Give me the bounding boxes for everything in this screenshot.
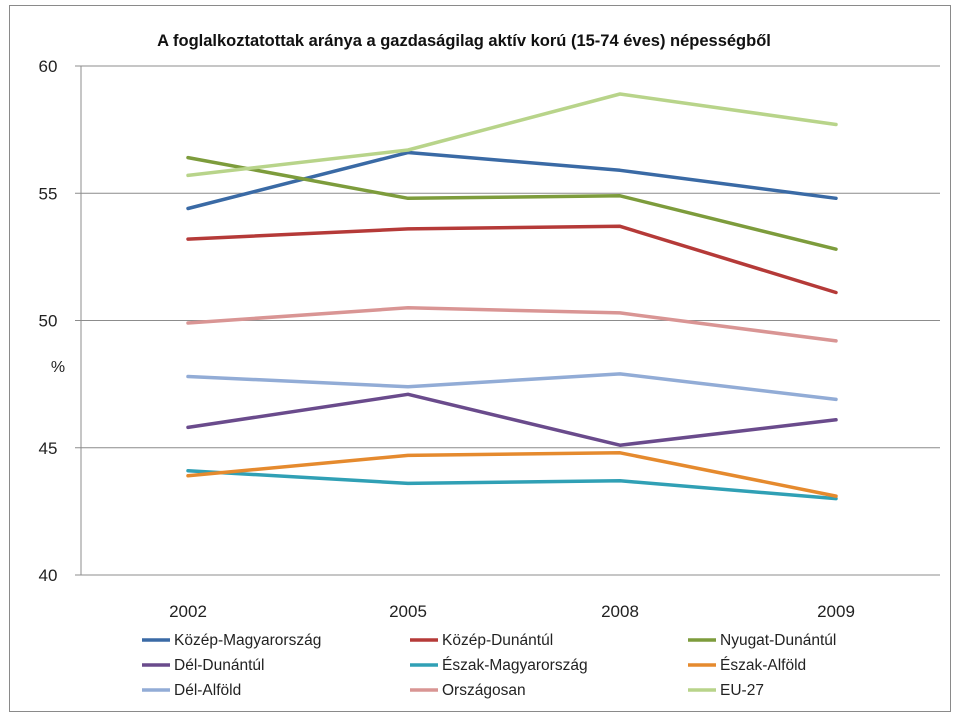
x-tick-labels: 2002 2005 2008 2009: [169, 602, 855, 621]
x-tick-label-3: 2009: [817, 602, 855, 621]
legend-label-7: Országosan: [442, 682, 526, 699]
legend-label-3: Dél-Dunántúl: [174, 657, 264, 674]
series-line-8: [186, 92, 838, 178]
legend-label-6: Dél-Alföld: [174, 682, 241, 699]
series-lines: [186, 92, 838, 501]
series-line-5: [186, 451, 838, 498]
legend-label-4: Észak-Magyarország: [442, 657, 588, 674]
series-line-1: [186, 224, 838, 295]
y-tick-label-4: 60: [39, 57, 58, 76]
y-tick-label-3: 55: [39, 184, 58, 203]
legend-label-1: Közép-Dunántúl: [442, 632, 553, 649]
x-tick-label-1: 2005: [389, 602, 427, 621]
series-line-2: [186, 155, 838, 251]
series-line-4: [186, 468, 838, 501]
x-tick-label-2: 2008: [601, 602, 639, 621]
legend: Közép-Magyarország Közép-Dunántúl Nyugat-D…: [142, 632, 836, 699]
y-axis-label: %: [51, 359, 65, 376]
y-tick-labels: 40 45 50 55 60: [39, 57, 58, 585]
series-line-7: [186, 306, 838, 343]
y-tick-label-2: 50: [39, 312, 58, 331]
legend-label-0: Közép-Magyarország: [174, 632, 321, 649]
legend-label-2: Nyugat-Dunántúl: [720, 632, 836, 649]
series-line-3: [186, 392, 838, 447]
x-tick-label-0: 2002: [169, 602, 207, 621]
series-line-6: [186, 372, 838, 402]
chart-border: [9, 5, 951, 712]
series-line-0: [186, 150, 838, 211]
chart-title: A foglalkoztatottak aránya a gazdaságila…: [157, 32, 771, 50]
axes: [75, 65, 940, 576]
y-tick-label-0: 40: [39, 566, 58, 585]
legend-label-5: Észak-Alföld: [720, 657, 806, 674]
legend-label-8: EU-27: [720, 682, 764, 699]
y-tick-label-1: 45: [39, 439, 58, 458]
